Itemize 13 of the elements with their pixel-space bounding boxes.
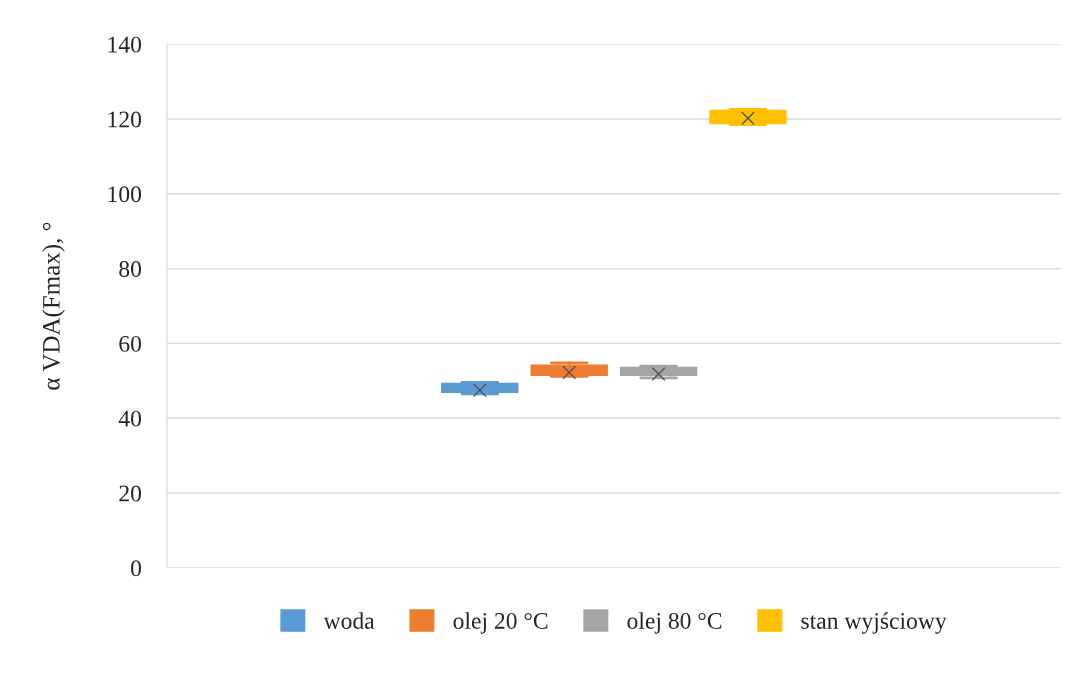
y-tick-label: 20: [119, 485, 142, 502]
y-tick-label: 80: [119, 261, 142, 278]
legend-label: olej 80 °C: [627, 612, 722, 634]
y-tick-label: 100: [108, 186, 142, 203]
y-tick-label: 40: [118, 410, 142, 427]
y-tick-label: 0: [131, 560, 142, 577]
legend-label: woda: [323, 612, 375, 629]
y-tick-label: 120: [108, 111, 142, 128]
y-tick-label: 140: [108, 36, 142, 53]
legend-label: olej 20 °C: [453, 612, 548, 634]
y-tick-label: 60: [119, 335, 142, 352]
legend-label: stan wyjściowy: [801, 612, 947, 634]
y-axis-title: α VDA(Fmax), °: [42, 222, 65, 390]
